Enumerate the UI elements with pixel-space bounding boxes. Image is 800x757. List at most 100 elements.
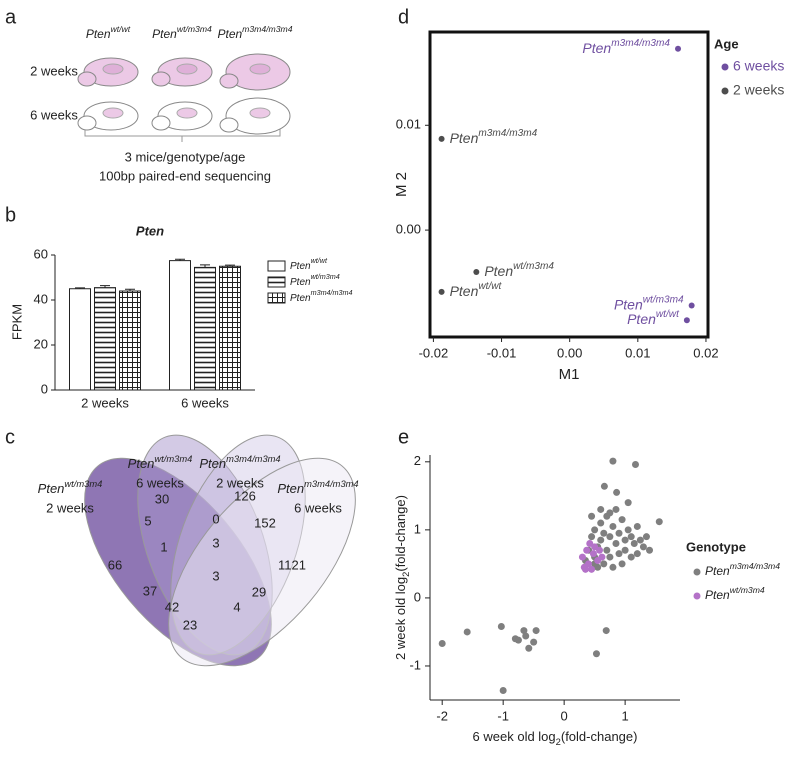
venn-set-label-part: Pten <box>199 456 226 471</box>
venn-set-label: Ptenwt/m3m4 <box>38 479 103 496</box>
hippocampus <box>176 107 198 119</box>
venn-set <box>168 457 356 667</box>
legend-label: Ptenwt/m3m4 <box>705 585 765 602</box>
legend-marker <box>693 592 701 600</box>
error-bar <box>125 288 135 291</box>
genotype-label: Ptenwt/m3m4 <box>152 24 212 41</box>
legend-title: Age <box>714 36 739 51</box>
point <box>588 512 596 520</box>
point <box>636 536 644 544</box>
venn-count: 37 <box>143 583 157 598</box>
hippocampus <box>249 63 271 75</box>
genotype-label: Ptenm3m4/m3m4 <box>217 24 292 41</box>
venn-count: 126 <box>234 488 256 503</box>
point-label: Ptenm3m4/m3m4 <box>450 128 538 146</box>
point <box>606 509 614 517</box>
legend-swatch <box>267 260 286 272</box>
y-tick-label: 0 <box>41 381 48 396</box>
point-label: Ptenwt/m3m4 <box>614 295 684 313</box>
legend-label-part: Pten <box>705 588 730 602</box>
cerebellum <box>77 71 97 87</box>
y-tick-label: -1 <box>409 657 421 672</box>
point <box>609 457 617 465</box>
point <box>615 550 623 558</box>
point <box>675 45 682 52</box>
point-label-part: m3m4/m3m4 <box>611 38 670 49</box>
point <box>624 499 632 507</box>
y-axis-label-part: (fold-change) <box>393 495 408 572</box>
point <box>583 546 591 554</box>
genotype-label-part: m3m4/m3m4 <box>242 24 293 34</box>
venn-set-label: Ptenwt/m3m4 <box>128 454 193 471</box>
point <box>530 638 538 646</box>
point <box>613 488 621 496</box>
point <box>602 627 610 635</box>
point <box>585 560 593 568</box>
venn-set-age: 2 weeks <box>46 500 94 515</box>
x-tick-label: -0.01 <box>487 345 517 360</box>
bar <box>119 290 141 391</box>
point <box>597 505 605 513</box>
panel-letter: d <box>398 6 409 28</box>
legend-label-part: Pten <box>290 293 311 304</box>
point-label-part: Pten <box>614 296 643 312</box>
venn-set-label-part: Pten <box>277 481 304 496</box>
venn-set-label: Ptenm3m4/m3m4 <box>199 454 280 471</box>
x-tick-label: -1 <box>497 708 509 723</box>
point <box>609 563 617 571</box>
x-axis-label-part: 2 <box>556 737 561 747</box>
x-tick-label: -2 <box>436 708 448 723</box>
genotype-label-part: Pten <box>152 27 177 41</box>
y-tick-label: 0.00 <box>396 222 421 237</box>
point <box>624 526 632 534</box>
point <box>655 518 663 526</box>
cerebellum <box>219 117 239 133</box>
legend-marker <box>693 568 701 576</box>
point <box>588 533 596 541</box>
venn-count: 0 <box>212 511 219 526</box>
venn-set-label-part: m3m4/m3m4 <box>226 454 281 464</box>
panel-letter: e <box>398 426 409 448</box>
legend-label-part: Pten <box>290 261 311 272</box>
point <box>609 522 617 530</box>
panel-letter: c <box>5 426 15 448</box>
point-label-part: Pten <box>484 263 513 279</box>
point <box>522 632 530 640</box>
genotype-label-part: wt/m3m4 <box>177 24 212 34</box>
y-tick-label: 40 <box>34 291 48 306</box>
venn-count: 1 <box>160 539 167 554</box>
x-axis-label: 6 week old log2(fold-change) <box>473 729 638 747</box>
x-tick-label: 2 weeks <box>81 395 129 410</box>
point <box>627 533 635 541</box>
point <box>520 627 528 635</box>
x-axis-label-part: (fold-change) <box>561 729 638 744</box>
y-tick-label: 20 <box>34 336 48 351</box>
point <box>600 482 608 490</box>
venn-set-age: 2 weeks <box>216 475 264 490</box>
venn-set-age: 6 weeks <box>294 500 342 515</box>
point <box>615 529 623 537</box>
venn-count: 1121 <box>278 557 306 572</box>
genotype-label: Ptenwt/wt <box>86 24 131 41</box>
point-label: Ptenwt/wt <box>450 281 503 299</box>
y-axis-label-part: 2 <box>401 572 411 577</box>
y-tick-label: 2 <box>414 453 421 468</box>
point <box>532 627 540 635</box>
genotype-label-part: wt/wt <box>111 24 131 34</box>
venn-count: 152 <box>254 515 276 530</box>
cerebellum <box>77 115 97 131</box>
error-bar <box>225 264 235 267</box>
point <box>642 533 650 541</box>
point-label-part: Pten <box>450 283 479 299</box>
legend-label: Ptenm3m4/m3m4 <box>705 561 780 578</box>
bracket <box>84 128 281 142</box>
venn-count: 23 <box>183 617 197 632</box>
point <box>463 628 471 636</box>
point <box>591 543 599 551</box>
point-label: Ptenm3m4/m3m4 <box>582 38 670 56</box>
legend-label-part: Pten <box>705 564 730 578</box>
x-axis-label-part: 6 week old log <box>473 729 556 744</box>
x-tick-label: 0.01 <box>625 345 650 360</box>
point <box>514 636 522 644</box>
